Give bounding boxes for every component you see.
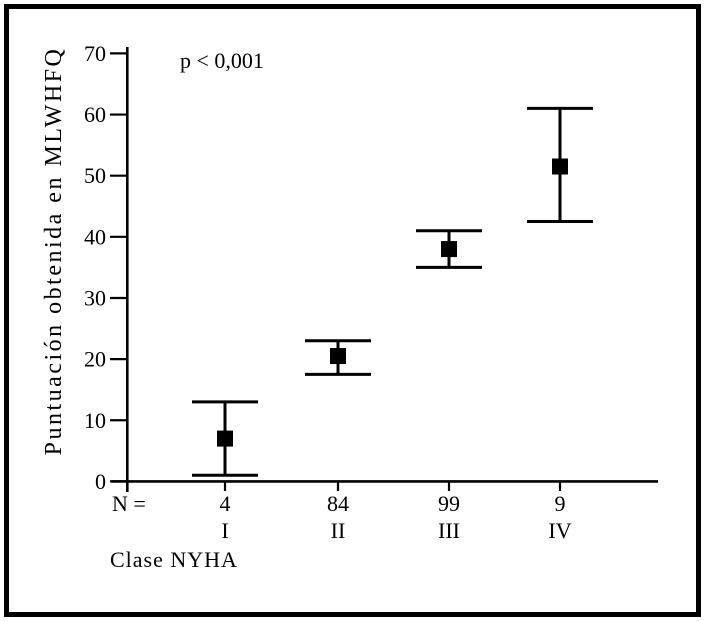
y-tick-label: 60 <box>84 102 106 127</box>
y-tick-label: 0 <box>95 469 106 494</box>
mean-marker <box>330 348 346 365</box>
category-label: IV <box>548 518 571 543</box>
axes-layer <box>110 47 658 492</box>
n-value-label: 99 <box>438 491 460 516</box>
p-value-annotation: p < 0,001 <box>180 48 264 73</box>
y-tick-label: 70 <box>84 41 106 66</box>
n-value-label: 9 <box>555 491 566 516</box>
y-tick-label: 40 <box>84 224 106 249</box>
n-prefix-label: N = <box>112 491 146 516</box>
mean-marker <box>552 158 568 175</box>
category-label: II <box>331 518 346 543</box>
category-label: III <box>438 518 460 543</box>
mean-marker <box>441 241 457 258</box>
y-tick-label: 50 <box>84 163 106 188</box>
category-label: I <box>221 518 228 543</box>
y-tick-label: 30 <box>84 285 106 310</box>
series-layer <box>192 106 593 477</box>
mean-marker <box>217 430 233 447</box>
y-tick-label: 20 <box>84 347 106 372</box>
n-value-label: 84 <box>327 491 349 516</box>
n-value-label: 4 <box>220 491 231 516</box>
x-axis-title: Clase NYHA <box>110 547 238 572</box>
figure-border <box>4 4 701 617</box>
y-axis-title: Puntuación obtenida en MLWHFQ <box>41 47 67 456</box>
y-tick-label: 10 <box>84 408 106 433</box>
